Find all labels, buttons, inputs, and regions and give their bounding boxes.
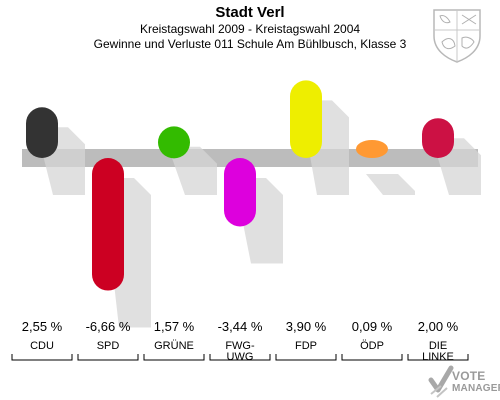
value-label-grüne: 1,57 %	[154, 319, 195, 334]
bar-shadow	[366, 174, 415, 195]
category-label-fdp: FDP	[295, 340, 317, 352]
value-label-ödp: 0,09 %	[352, 319, 393, 334]
tick-fdp	[275, 354, 337, 361]
category-label-fwg-uwg-1: FWG-	[225, 340, 255, 352]
bar-spd	[92, 158, 124, 291]
tick-fwg-uwg	[209, 354, 271, 361]
tick-die-linke	[407, 354, 469, 361]
bar-grüne	[158, 126, 190, 159]
tick-spd	[77, 354, 139, 361]
value-label-spd: -6,66 %	[86, 319, 131, 334]
category-label-die-linke-2: LINKE	[422, 351, 454, 363]
value-label-die-linke: 2,00 %	[418, 319, 459, 334]
value-label-fdp: 3,90 %	[286, 319, 327, 334]
logo-manager-text: MANAGER	[452, 383, 500, 394]
value-label-cdu: 2,55 %	[22, 319, 63, 334]
bar-ödp	[356, 140, 388, 158]
chart-description: Gewinne und Verluste 011 Schule Am Bühlb…	[93, 37, 407, 51]
vote-manager-logo: VOTE MANAGER	[428, 364, 500, 398]
chart-subtitle: Kreistagswahl 2009 - Kreistagswahl 2004	[139, 22, 361, 36]
bar-die-linke	[422, 118, 454, 158]
category-label-die-linke-1: DIE	[429, 340, 447, 352]
logo-vote-text: VOTE	[452, 369, 486, 383]
category-label-ödp: ÖDP	[360, 340, 384, 352]
category-label-spd: SPD	[97, 340, 120, 352]
coat-of-arms-icon	[433, 9, 481, 63]
category-label-grüne: GRÜNE	[154, 340, 194, 352]
bar-fwg-uwg	[224, 158, 256, 227]
tick-cdu	[11, 354, 73, 361]
tick-grüne	[143, 354, 205, 361]
bar-shadow	[168, 146, 217, 195]
value-label-fwg-uwg: -3,44 %	[218, 319, 263, 334]
bar-cdu	[26, 107, 58, 158]
checkmark-icon	[428, 365, 454, 398]
category-label-fwg-uwg-2: UWG	[227, 351, 254, 363]
bar-fdp	[290, 80, 322, 158]
chart-title: Stadt Verl	[215, 4, 285, 21]
category-label-cdu: CDU	[30, 340, 54, 352]
tick-ödp	[341, 354, 403, 361]
